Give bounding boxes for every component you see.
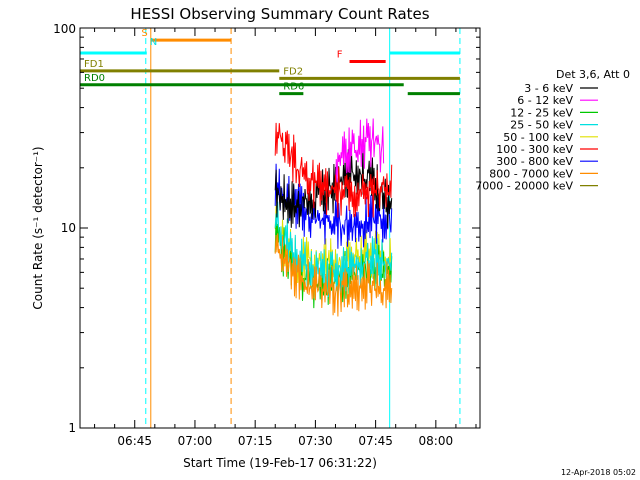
series-line xyxy=(274,233,393,317)
legend-label: 7000 - 20000 keV xyxy=(475,180,573,193)
marker-lines xyxy=(145,28,461,428)
x-axis-label: Start Time (19-Feb-17 06:31:22) xyxy=(183,456,377,470)
flag-label: RD0 xyxy=(84,73,105,84)
flag-label: N xyxy=(150,37,157,48)
legend-label: 6 - 12 keV xyxy=(517,94,573,107)
flag-label: F xyxy=(337,49,343,60)
chart-title: HESSI Observing Summary Count Rates xyxy=(130,5,429,23)
flag-bars: S F FD1 FD2 RD0 RD6 N xyxy=(80,28,460,96)
legend-label: 100 - 300 keV xyxy=(496,143,573,156)
x-tick-label: 08:00 xyxy=(419,434,454,448)
date-stamp: 12-Apr-2018 05:02 xyxy=(561,468,636,477)
y-ticks xyxy=(80,27,480,429)
x-ticks: 06:45 07:00 07:15 07:30 07:45 08:00 xyxy=(94,28,477,448)
x-tick-label: 06:45 xyxy=(117,434,152,448)
y-axis-label: Count Rate (s⁻¹ detector⁻¹) xyxy=(31,146,45,309)
x-tick-label: 07:30 xyxy=(298,434,333,448)
series-line xyxy=(274,122,393,218)
y-tick-label: 1 xyxy=(68,421,76,435)
series-group xyxy=(274,118,393,317)
x-tick-label: 07:45 xyxy=(358,434,393,448)
legend-label: 50 - 100 keV xyxy=(503,131,573,144)
series-line xyxy=(335,118,385,191)
x-tick-label: 07:15 xyxy=(238,434,273,448)
legend-label: 25 - 50 keV xyxy=(510,119,573,132)
legend-label: 300 - 800 keV xyxy=(496,155,573,168)
flag-label: S xyxy=(141,28,147,39)
flag-label: FD1 xyxy=(84,59,104,70)
legend-label: 12 - 25 keV xyxy=(510,106,573,119)
legend-label: 800 - 7000 keV xyxy=(489,167,573,180)
x-tick-label: 07:00 xyxy=(178,434,213,448)
y-tick-label: 10 xyxy=(61,221,76,235)
y-tick-label: 100 xyxy=(53,22,76,36)
legend-label: 3 - 6 keV xyxy=(524,82,573,95)
flag-label: FD2 xyxy=(283,66,303,77)
legend-title: Det 3,6, Att 0 xyxy=(556,68,630,81)
flag-label: RD6 xyxy=(283,82,304,93)
plot-frame xyxy=(79,27,481,429)
